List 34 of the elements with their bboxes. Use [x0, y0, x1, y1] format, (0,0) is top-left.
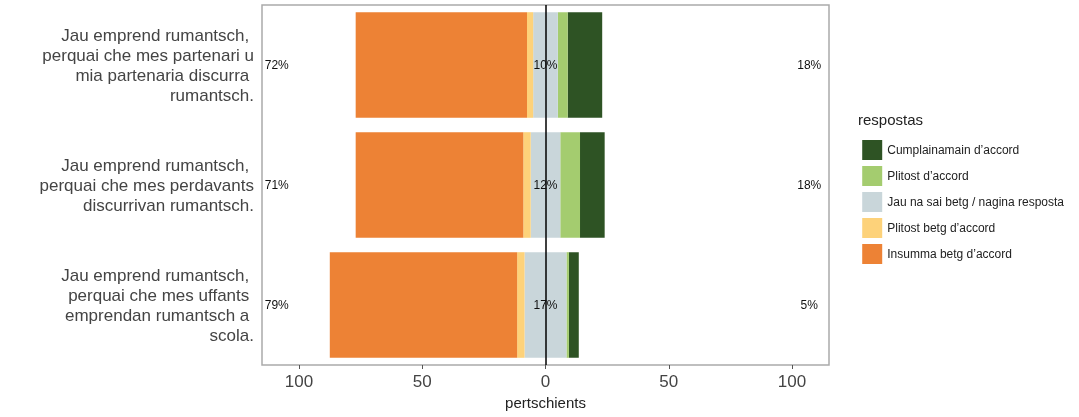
annotation: 18%: [797, 58, 822, 72]
bar: [355, 12, 528, 118]
bar: [517, 252, 525, 358]
bar: [355, 132, 524, 238]
bar: [580, 132, 605, 238]
x-tick-label: 50: [659, 372, 679, 391]
x-tick-label: 50: [412, 372, 432, 391]
bar: [523, 132, 531, 238]
annotation: 72%: [264, 58, 290, 72]
x-tick-label: 0: [540, 372, 551, 391]
legend-label: Jau na sai betg / nagina resposta: [887, 195, 1065, 209]
y-tick-label: Jau emprend rumantsch, perquai che mes perdavants discurrivan rumantsch.: [39, 155, 254, 215]
bar: [527, 12, 534, 118]
bar: [567, 12, 603, 118]
bar: [557, 12, 568, 118]
x-tick-label: 100: [777, 372, 807, 391]
y-tick-label: Jau emprend rumantsch, perquai che mes uffants emprendan rumantsch a scola.: [61, 265, 254, 345]
y-tick-label: Jau emprend rumantsch, perquai che mes partenari u mia partenaria discurra rumantsch.: [42, 25, 254, 105]
bar: [329, 252, 518, 358]
annotation: 5%: [800, 298, 819, 312]
bar: [524, 252, 567, 358]
bar: [568, 252, 579, 358]
x-tick-label: 100: [284, 372, 314, 391]
annotation: 18%: [797, 178, 822, 192]
legend-label: Plitost betg d’accord: [887, 221, 996, 235]
legend-title: respostas: [858, 111, 924, 128]
legend-label: Plitost d’accord: [887, 169, 969, 183]
legend-label: Cumplainamain d’accord: [887, 143, 1020, 157]
legend-label: Insumma betg d’accord: [887, 247, 1012, 261]
x-axis-title: pertschients: [505, 394, 586, 411]
bar: [560, 132, 581, 238]
annotation: 79%: [264, 298, 290, 312]
bar: [566, 252, 569, 358]
annotation: 71%: [264, 178, 290, 192]
